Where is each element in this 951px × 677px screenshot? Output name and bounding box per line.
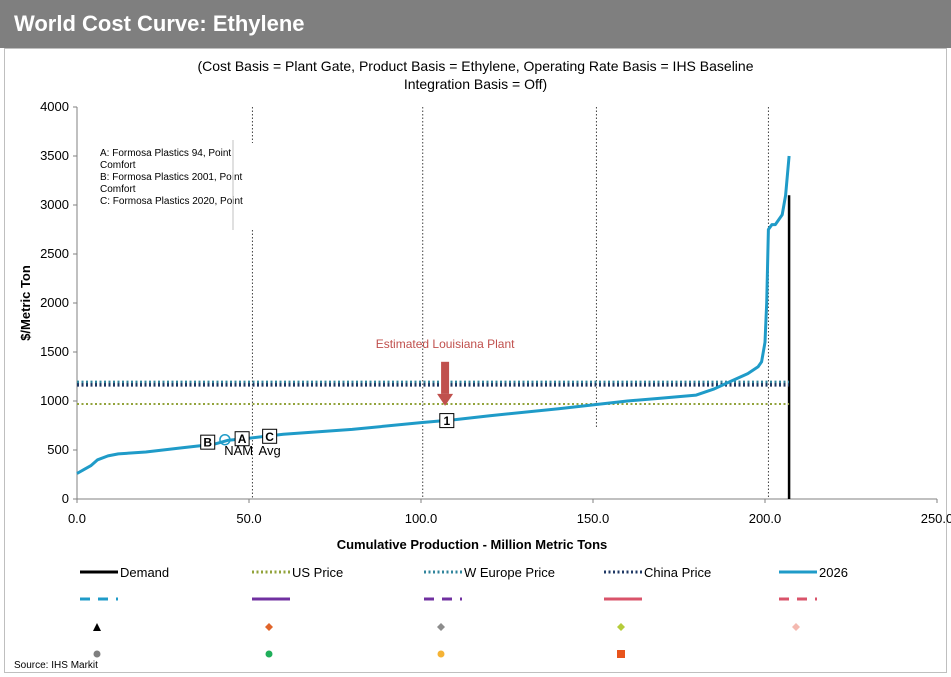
legend-diamond-marker (437, 623, 445, 631)
annotation-text: Estimated Louisiana Plant (376, 337, 515, 351)
series-2026-line (76, 155, 791, 475)
legend-circle-marker (437, 650, 445, 658)
note-line: A: Formosa Plastics 94, Point (100, 148, 231, 159)
arrow-shaft (441, 361, 450, 394)
source-note: Source: IHS Markit (14, 660, 98, 671)
nam-circle (219, 433, 231, 446)
legend-label-w-europe-price: W Europe Price (464, 565, 555, 580)
legend-label-demand: Demand (120, 565, 169, 580)
note-line: Comfort (100, 184, 136, 195)
title-bar: World Cost Curve: Ethylene (0, 0, 951, 48)
chart-frame (4, 48, 947, 673)
arrow-head (437, 393, 454, 406)
y-tick-label: 4000 (40, 99, 69, 114)
y-tick-label: 500 (47, 442, 69, 457)
point-label: NAM (224, 443, 253, 458)
marker-label-1: 1 (443, 414, 450, 428)
legend-diamond-marker (265, 623, 273, 631)
y-tick-label: 3000 (40, 197, 69, 212)
legend-diamond-marker (792, 623, 800, 631)
legend-square-marker (617, 650, 625, 658)
x-tick-label: 150.0 (577, 511, 610, 526)
note-line: Comfort (100, 160, 136, 171)
y-tick-label: 1000 (40, 393, 69, 408)
legend-label-china-price: China Price (644, 565, 711, 580)
chart-subtitle: Integration Basis = Off) (403, 76, 548, 92)
chart-title: (Cost Basis = Plant Gate, Product Basis … (197, 58, 754, 74)
y-tick-label: 2000 (40, 295, 69, 310)
x-tick-label: 50.0 (236, 511, 261, 526)
marker-box-1 (439, 413, 455, 429)
legend-label-2026: 2026 (819, 565, 848, 580)
note-line: C: Formosa Plastics 2020, Point (100, 196, 243, 207)
marker-label-b: B (203, 436, 212, 450)
legend-triangle-marker (93, 623, 101, 631)
legend-circle-marker (93, 650, 101, 658)
legend-diamond-marker (617, 623, 625, 631)
marker-box-b (200, 434, 216, 450)
marker-box-a (234, 431, 250, 447)
marker-label-a: A (238, 432, 247, 446)
y-tick-label: 2500 (40, 246, 69, 261)
page-title: World Cost Curve: Ethylene (14, 11, 305, 36)
x-tick-label: 250.0 (921, 511, 951, 526)
point-label: Avg (259, 443, 281, 458)
x-tick-label: 100.0 (405, 511, 438, 526)
note-line: B: Formosa Plastics 2001, Point (100, 172, 243, 183)
y-tick-label: 3500 (40, 148, 69, 163)
marker-box-c (262, 428, 278, 444)
x-axis-title: Cumulative Production - Million Metric T… (337, 537, 608, 552)
legend-label-us-price: US Price (292, 565, 343, 580)
y-axis-title: $/Metric Ton (18, 265, 33, 341)
y-tick-label: 1500 (40, 344, 69, 359)
y-tick-label: 0 (62, 491, 69, 506)
marker-label-c: C (265, 430, 274, 444)
legend-circle-marker (265, 650, 273, 658)
x-tick-label: 200.0 (749, 511, 782, 526)
x-tick-label: 0.0 (68, 511, 86, 526)
